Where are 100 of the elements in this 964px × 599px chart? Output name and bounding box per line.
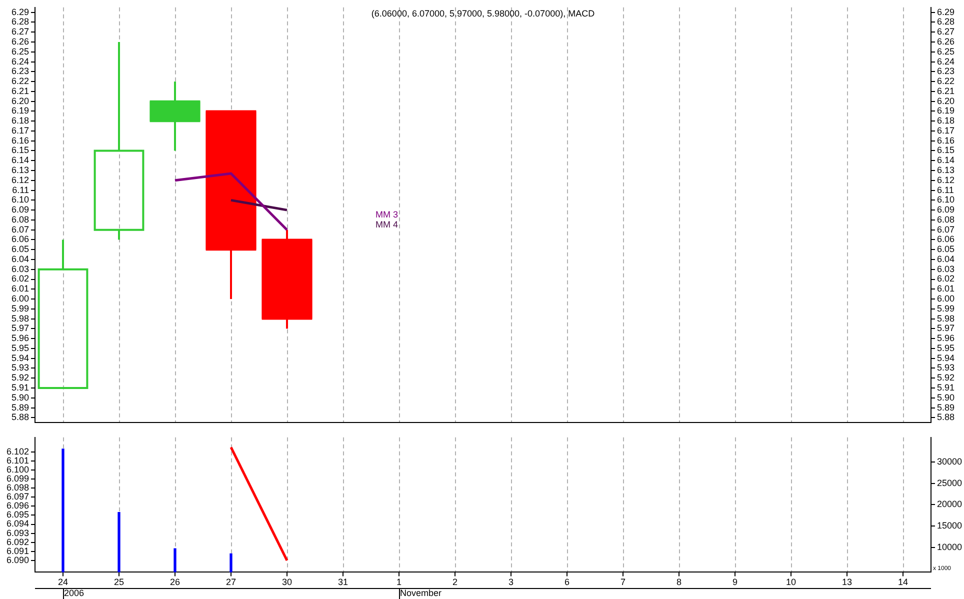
y2-tick-label: 6.06 [937,234,955,244]
y-tick-label: 6.11 [12,184,29,195]
x-tick-label: 30 [282,577,292,588]
y-tick-label: 6.17 [11,125,29,136]
y-tick-label: 6.24 [11,56,29,66]
y-tick-label: 6.26 [11,36,29,46]
y2-tick-label: 6.13 [937,165,955,175]
y2-tick-label: 6.23 [937,66,955,76]
x-tick-label: 6 [564,577,570,588]
y2-tick-label: 5.89 [937,402,955,412]
y2-tick-label: 5.91 [937,382,955,392]
y-tick-label: 6.23 [11,66,29,76]
y-tick-label: 6.05 [11,244,29,254]
y2-tick-label: 15000 [937,520,962,530]
y-tick-label: 6.25 [11,46,29,56]
y2-tick-label: 5.99 [937,303,955,314]
y2-tick-label: 6.19 [937,106,955,116]
y-tick-label: 6.07 [11,224,29,234]
y2-tick-label: 6.28 [937,16,955,27]
y-tick-label: 6.095 [6,510,29,520]
y2-tick-label: 25000 [937,478,962,488]
y2-tick-label: 6.07 [937,224,955,234]
y-tick-label: 6.14 [11,155,29,166]
y2-tick-label: 6.14 [937,155,955,166]
x-tick-label: 27 [226,577,236,588]
y-tick-label: 5.93 [11,362,29,373]
y2-tick-label: 6.00 [937,294,955,304]
y2-tick-label: 5.95 [937,342,955,353]
y-tick-label: 6.15 [11,145,29,156]
x-tick-label: 7 [620,577,626,588]
y2-tick-label: 6.16 [937,135,955,146]
y-tick-label: 6.10 [11,194,29,205]
y-tick-label: 6.098 [6,482,29,493]
x-tick-label: 10 [786,577,796,588]
y2-tick-label: 6.27 [937,26,955,37]
y2-tick-label: 5.94 [937,352,955,363]
y-tick-label: 6.28 [11,16,29,27]
y-tick-label: 6.06 [11,234,29,244]
text: MM 4 [375,219,398,230]
y2-tick-label: 5.98 [937,313,955,324]
y-tick-label: 6.20 [11,96,29,106]
y2-tick-label: 6.18 [937,116,955,126]
y-tick-label: 6.090 [6,554,29,565]
chart-title: (6.06000, 6.07000, 5.97000, 5.98000, -0.07000), MACD [371,8,596,18]
y2-tick-label: 6.22 [937,76,955,86]
x-tick-label: 9 [732,577,738,588]
y-tick-label: 6.01 [11,284,29,294]
y-tick-label: 6.12 [11,174,29,185]
y-tick-label: 5.88 [11,412,29,422]
y-tick-label: 5.97 [11,323,29,334]
y2-tick-label: 6.26 [937,36,955,46]
y2-tick-label: 6.10 [937,194,955,205]
y-tick-label: 6.03 [11,264,29,274]
y-tick-label: 6.22 [11,76,29,86]
y-tick-label: 6.102 [6,446,29,456]
y-tick-label: 6.04 [11,254,29,264]
y2-tick-label: 6.11 [937,184,954,195]
y-tick-label: 6.08 [11,214,29,224]
y-tick-label: 6.18 [11,116,29,126]
y2-tick-label: 6.12 [937,174,955,185]
y2-tick-label: 6.04 [937,254,955,264]
y-tick-label: 6.21 [11,86,29,96]
y2-tick-label: 5.96 [937,333,955,344]
y-tick-label: 6.092 [6,536,29,547]
y-tick-label: 6.096 [6,500,29,511]
y-tick-label: 5.99 [11,303,29,314]
text: November [400,588,442,598]
x-tick-label: 24 [58,577,68,588]
y2-tick-label: 6.21 [937,86,955,96]
y-tick-label: 6.094 [6,518,29,529]
y-tick-label: 5.98 [11,313,29,324]
y2-tick-label: 5.88 [937,412,955,422]
y-tick-label: 6.100 [6,464,29,474]
y2-tick-label: 5.92 [937,372,955,383]
x-tick-label: 31 [338,577,348,588]
y-tick-label: 5.90 [11,392,29,402]
y2-tick-label: 30000 [937,456,962,467]
y2-tick-label: 5.97 [937,323,955,334]
y-tick-label: 6.29 [11,6,29,17]
y2-tick-label: 6.25 [937,46,955,56]
y2-tick-label: 6.29 [937,6,955,17]
y-tick-label: 6.099 [6,474,29,484]
y-tick-label: 5.95 [11,342,29,353]
x-tick-label: 14 [898,577,908,588]
x-tick-label: 26 [170,577,180,588]
y-tick-label: 6.19 [11,106,29,116]
y-tick-label: 5.96 [11,333,29,344]
y-tick-label: 5.89 [11,402,29,412]
x-tick-label: 3 [508,577,514,588]
y-tick-label: 6.16 [11,135,29,146]
y2-tick-label: 6.03 [937,264,955,274]
y2-tick-label: 6.05 [937,244,955,254]
y2-tick-label: 6.17 [937,125,955,136]
y2-tick-label: 10000 [937,542,962,552]
x-tick-label: 8 [676,577,682,588]
y2-tick-label: 5.93 [937,362,955,373]
y2-tick-label: 6.02 [937,274,955,284]
y2-tick-label: 6.01 [937,284,955,294]
y2-tick-label: 6.08 [937,214,955,224]
y-tick-label: 5.92 [11,372,29,383]
